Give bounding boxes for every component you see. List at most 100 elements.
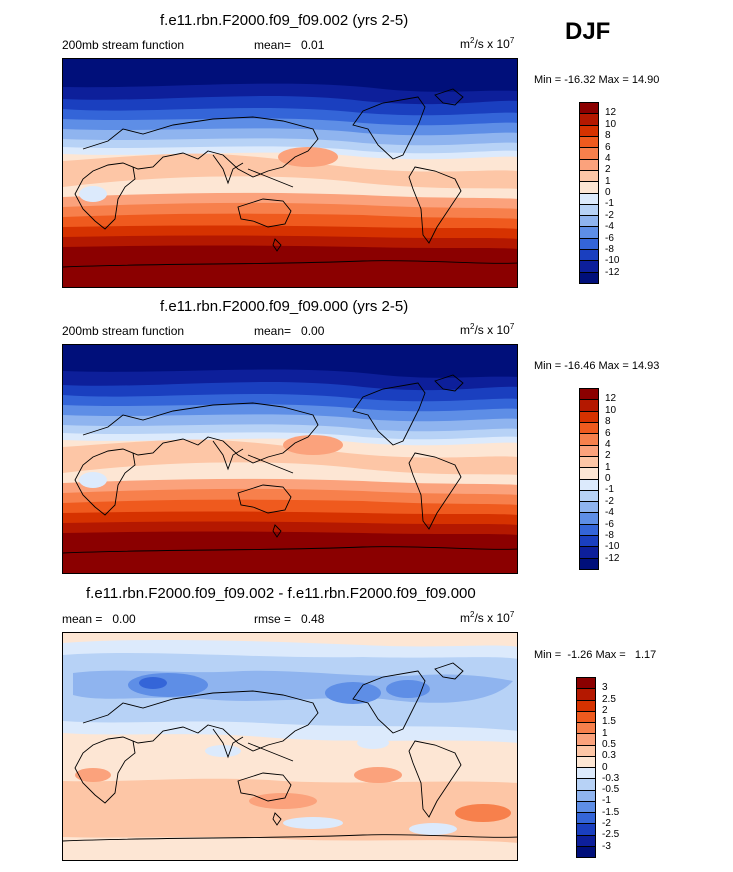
colorbar-swatch [577,756,595,768]
colorbar-tick-label: -4 [605,507,614,519]
colorbar-swatch [580,170,598,183]
season-label: DJF [565,18,611,45]
panel-2-left-label: 200mb stream function [62,324,185,338]
colorbar-tick-label: 0 [605,473,611,484]
panel-3-region [75,768,111,782]
colorbar-swatch [580,136,598,149]
panel-2-units-base: m [460,323,470,337]
colorbar-tick-label: 0.5 [602,738,616,750]
colorbar-tick-label: 2 [602,704,608,716]
colorbar-tick-label: 8 [605,416,611,428]
colorbar-tick-label: 2 [605,450,611,462]
panel-2-mean: mean= 0.00 [254,324,324,338]
colorbar-tick-label: -6 [605,518,614,530]
panel-2-mean-value: 0.00 [301,324,325,338]
colorbar-swatch [580,261,598,273]
colorbar-swatch [577,824,595,836]
colorbar-tick-label: -4 [605,221,614,233]
colorbar-tick-label: -2 [605,209,614,221]
colorbar-tick-label: -8 [605,529,614,541]
panel-3-minmax: Min = -1.26 Max = 1.17 [534,649,657,661]
colorbar-tick-label: -2 [605,495,614,507]
panel-3-units-sup: 2 [470,610,475,619]
colorbar-swatch [580,159,598,171]
colorbar-tick-label: 1.5 [602,716,616,728]
colorbar-tick-label: -6 [605,232,614,244]
panel-1-units-exp: 7 [509,36,515,45]
panel-2-title: f.e11.rbn.F2000.f09_f09.000 (yrs 2-5) [160,298,409,315]
colorbar-tick-label: -0.3 [602,772,620,784]
colorbar-swatch [580,272,598,283]
colorbar-swatch [577,768,595,780]
panel-3-region [283,817,343,829]
panel-1-title: f.e11.rbn.F2000.f09_f09.002 (yrs 2-5) [160,12,409,29]
panel-2-units: m2/s x 107 [460,322,514,337]
colorbar-swatch [580,547,598,559]
panel-3-region [354,767,402,783]
colorbar-tick-label: 0 [605,187,611,198]
panel-3-units: m2/s x 107 [460,610,514,625]
panel-1-minmax: Min = -16.32 Max = 14.90 [534,74,660,86]
colorbar-tick-label: 6 [605,141,611,153]
colorbar-swatch [580,456,598,469]
colorbar-swatch [580,422,598,435]
colorbar-swatch [580,216,598,228]
colorbar-tick-label: 1 [605,175,611,187]
panel-2-coastlines [63,374,517,554]
colorbar-swatch [577,723,595,735]
colorbar-tick-label: 10 [605,404,617,416]
colorbar-tick-label: 2.5 [602,693,616,705]
panel-1-map [62,58,518,288]
panel-3-units-base: m [460,611,470,625]
colorbar-tick-label: -1 [602,795,611,807]
colorbar-swatch [580,490,598,503]
panel-1-blob [278,147,338,167]
panel-1-mean-value: 0.01 [301,38,325,52]
panel-1-mean-label: mean= [254,38,292,52]
colorbar-swatch [580,250,598,262]
panel-3-colorbar [576,677,596,858]
colorbar-swatch [580,558,598,569]
colorbar-tick-label: 0 [602,761,608,773]
panel-2-units-sup: 2 [470,322,475,331]
colorbar-swatch [580,103,598,115]
colorbar-swatch [580,114,598,126]
colorbar-tick-label: -12 [605,266,620,278]
colorbar-tick-label: -10 [605,541,620,553]
colorbar-swatch [577,689,595,701]
colorbar-tick-label: 10 [605,118,617,130]
panel-3-region [409,823,457,835]
colorbar-swatch [580,125,598,137]
colorbar-tick-label: 2 [605,164,611,176]
colorbar-swatch [577,734,595,746]
panel-3-region [205,745,241,757]
panel-3-units-mid: /s x 10 [474,611,510,625]
colorbar-swatch [580,479,598,491]
colorbar-swatch [580,536,598,548]
colorbar-swatch [577,711,595,723]
colorbar-tick-label: 12 [605,107,617,119]
panel-1-colorbar [579,102,599,284]
panel-2-map-svg [63,345,517,573]
panel-2-colorbar [579,388,599,570]
panel-3-map-svg [63,633,517,860]
colorbar-swatch [580,400,598,412]
colorbar-swatch [580,468,598,480]
panel-3-region [139,677,167,689]
colorbar-tick-label: 4 [605,438,611,450]
panel-1-mean: mean= 0.01 [254,38,324,52]
colorbar-swatch [580,148,598,160]
panel-3-region [357,737,389,749]
colorbar-tick-label: 8 [605,130,611,142]
colorbar-swatch [580,434,598,446]
colorbar-swatch [577,813,595,825]
colorbar-tick-label: -2 [602,818,611,830]
colorbar-swatch [580,411,598,423]
colorbar-tick-label: -3 [602,840,611,852]
colorbar-swatch [577,835,595,847]
panel-2-units-mid: /s x 10 [474,323,510,337]
colorbar-tick-label: -1 [605,198,614,210]
panel-3-rmse-label: rmse = [254,612,292,626]
colorbar-tick-label: 3 [602,682,608,694]
panel-3-left-label: mean = 0.00 [62,612,136,626]
